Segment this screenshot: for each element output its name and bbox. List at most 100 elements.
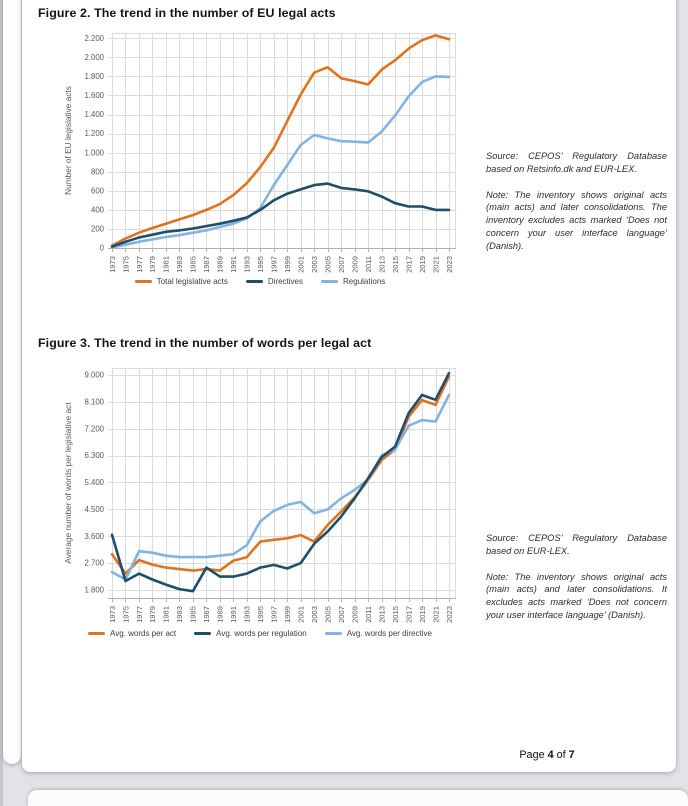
figure2-x-tick: 2011	[364, 256, 373, 272]
figure3-y-tick: 3.600	[84, 532, 104, 541]
avg-words-per-regulation-legend-swatch	[194, 632, 212, 635]
figure3-gridlines	[108, 368, 456, 598]
figure3-x-tick: 1987	[202, 606, 211, 623]
figure2-x-tick: 2017	[404, 256, 413, 273]
regulations-legend-swatch	[321, 280, 339, 283]
figure2-x-tick: 2005	[323, 256, 332, 273]
regulations-legend-item: Regulations	[321, 277, 385, 286]
figure2-y-tick: 1.200	[84, 129, 104, 138]
page-footer-of: of	[556, 749, 566, 761]
regulations-legend-label: Regulations	[343, 277, 386, 286]
directives-legend-swatch	[245, 280, 263, 283]
figure2-y-tick: 600	[91, 186, 105, 195]
figure3-x-tick: 1997	[270, 606, 279, 623]
regulations-line	[110, 75, 451, 249]
figure3-y-tick: 5.400	[84, 478, 104, 487]
document-page: Figure 2. The trend in the number of EU …	[22, 0, 676, 772]
figure2-x-tick: 2009	[350, 256, 359, 273]
document-page-content: Figure 2. The trend in the number of EU …	[22, 0, 676, 772]
figure3-x-tick: 1973	[108, 606, 117, 623]
figure2-x-tick: 2001	[297, 256, 306, 273]
figure2-notes: Source: CEPOS’ Regulatory Database based…	[486, 150, 667, 266]
figure2-x-tick: 1987	[202, 256, 211, 273]
avg-words-per-directive-legend-item: Avg. words per directive	[324, 629, 432, 638]
figure3-x-tick: 1999	[283, 606, 292, 623]
figure3-source-note: Source: CEPOS’ Regulatory Database based…	[486, 533, 667, 556]
figure3-x-tick: 1975	[121, 606, 130, 623]
figure2-x-tick: 2013	[377, 256, 386, 273]
figure3-notes: Source: CEPOS’ Regulatory Database based…	[486, 532, 667, 635]
figure3-x-tick: 2013	[377, 606, 386, 623]
figure2-y-tick: 1.600	[84, 91, 104, 100]
figure2-y-tick: 1.400	[84, 110, 104, 119]
figure3-chart: 1.800 2.700 3.600 4.500 5.400 6.300 7.200 8.100…	[58, 358, 462, 631]
figure2-y-axis-title: Number of EU legislative acts	[63, 86, 73, 195]
figure3-y-tick-labels: 1.800 2.700 3.600 4.500 5.400 6.300 7.200 8.100…	[84, 371, 104, 595]
figure3-x-tick: 2017	[404, 606, 413, 623]
figure2-x-tick: 2021	[431, 256, 440, 273]
avg-words-per-directive-legend-label: Avg. words per directive	[346, 629, 432, 638]
figure3-y-tick: 7.200	[84, 424, 104, 433]
figure3-x-tick: 1995	[256, 606, 265, 623]
avg-words-per-regulation-legend-label: Avg. words per regulation	[216, 629, 307, 638]
avg-words-per-directive-legend-swatch	[324, 632, 342, 635]
figure2-y-tick: 800	[91, 167, 105, 176]
figure2-y-tick: 400	[91, 205, 105, 214]
figure3-x-tick: 2019	[418, 606, 427, 623]
figure3-plot: 1.800 2.700 3.600 4.500 5.400 6.300 7.200 8.100…	[63, 368, 456, 623]
figure2-x-tick: 1999	[283, 256, 292, 273]
avg-words-per-regulation-line	[110, 371, 451, 593]
previous-page-edge	[3, 0, 21, 764]
figure3-x-tick: 2009	[350, 606, 359, 623]
figure2-x-tick: 1995	[256, 256, 265, 273]
figure3-x-tick: 1981	[162, 606, 171, 623]
figure2-axis	[108, 248, 456, 252]
figure3-legend: Avg. words per act Avg. words per regulat…	[58, 629, 462, 638]
figure3-x-tick: 2003	[310, 606, 319, 623]
figure3-title: Figure 3. The trend in the number of wor…	[38, 336, 372, 350]
figure2-x-tick: 2019	[418, 256, 427, 273]
figure3-x-tick: 1983	[175, 606, 184, 623]
figure2-x-tick: 1983	[175, 256, 184, 273]
figure3-x-tick: 1985	[189, 606, 198, 623]
directives-legend-item: Directives	[245, 277, 304, 286]
figure2-y-tick: 1.800	[84, 72, 104, 81]
figure2-legend: Total legislative acts Directives Regulati…	[58, 277, 462, 286]
figure3-x-tick: 1979	[148, 606, 157, 623]
figure3-x-tick: 2011	[364, 606, 373, 622]
figure2-x-tick: 1977	[135, 256, 144, 273]
avg-words-per-act-legend-swatch	[88, 632, 106, 635]
page-footer-label: Page	[519, 749, 545, 761]
figure2-y-tick: 2.200	[84, 34, 104, 43]
figure2-x-tick: 1989	[216, 256, 225, 273]
figure2-x-tick: 1975	[121, 256, 130, 273]
figure3-y-tick: 4.500	[84, 505, 104, 514]
figure2-x-tick: 1985	[189, 256, 198, 273]
page-footer: Page 4 of 7	[492, 749, 602, 761]
figure2-plot: 0 200 400 600 800 1.000 1.200 1.400 1.600 1.800 2.…	[63, 33, 456, 273]
figure3-y-tick: 2.700	[84, 559, 104, 568]
avg-words-per-act-legend-label: Avg. words per act	[110, 629, 177, 638]
figure3-x-tick: 1991	[229, 606, 238, 623]
figure3-x-tick: 2005	[323, 606, 332, 623]
figure2-x-tick: 2003	[310, 256, 319, 273]
figure2-title: Figure 2. The trend in the number of EU …	[38, 6, 336, 20]
page-footer-total: 7	[568, 749, 575, 761]
figure3-y-tick: 1.800	[84, 586, 104, 595]
figure2-chart: 0 200 400 600 800 1.000 1.200 1.400 1.600 1.800 2.…	[58, 24, 462, 281]
figure3-x-tick: 1993	[243, 606, 252, 623]
total-legislative-acts-line	[110, 34, 451, 247]
directives-line	[110, 182, 451, 248]
figure2-x-tick: 1993	[243, 256, 252, 273]
page-footer-number: 4	[547, 749, 554, 761]
figure2-y-tick-labels: 0 200 400 600 800 1.000 1.200 1.400 1.600 1.800 2.…	[84, 34, 104, 253]
figure2-x-tick: 1997	[270, 256, 279, 273]
directives-legend-label: Directives	[267, 277, 304, 286]
figure2-x-tick: 2015	[391, 256, 400, 273]
avg-words-per-act-legend-item: Avg. words per act	[88, 629, 176, 638]
figure3-x-tick-labels: 1973 1975 1977 1979 1981 1983 1985 1987 1989 1991…	[108, 606, 454, 623]
figure3-y-tick: 9.000	[84, 371, 104, 380]
figure2-source-note: Source: CEPOS’ Regulatory Database based…	[486, 151, 667, 174]
total-legislative-acts-legend-swatch	[134, 280, 152, 283]
figure2-gridlines	[108, 33, 456, 249]
